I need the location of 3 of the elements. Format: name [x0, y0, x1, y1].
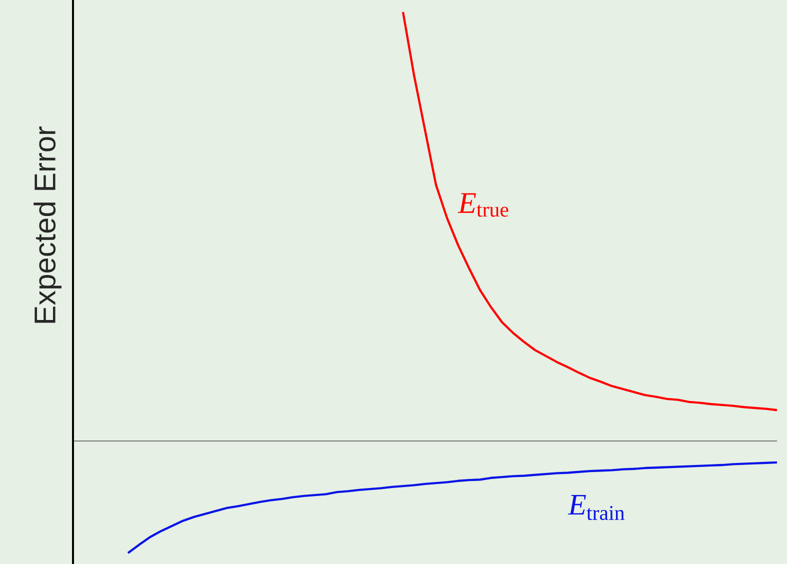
y-axis-title: Expected Error — [34, 126, 62, 323]
series-label: E$_{train}$ — [568, 494, 624, 520]
series-label: E$_{true}$ — [458, 193, 508, 217]
